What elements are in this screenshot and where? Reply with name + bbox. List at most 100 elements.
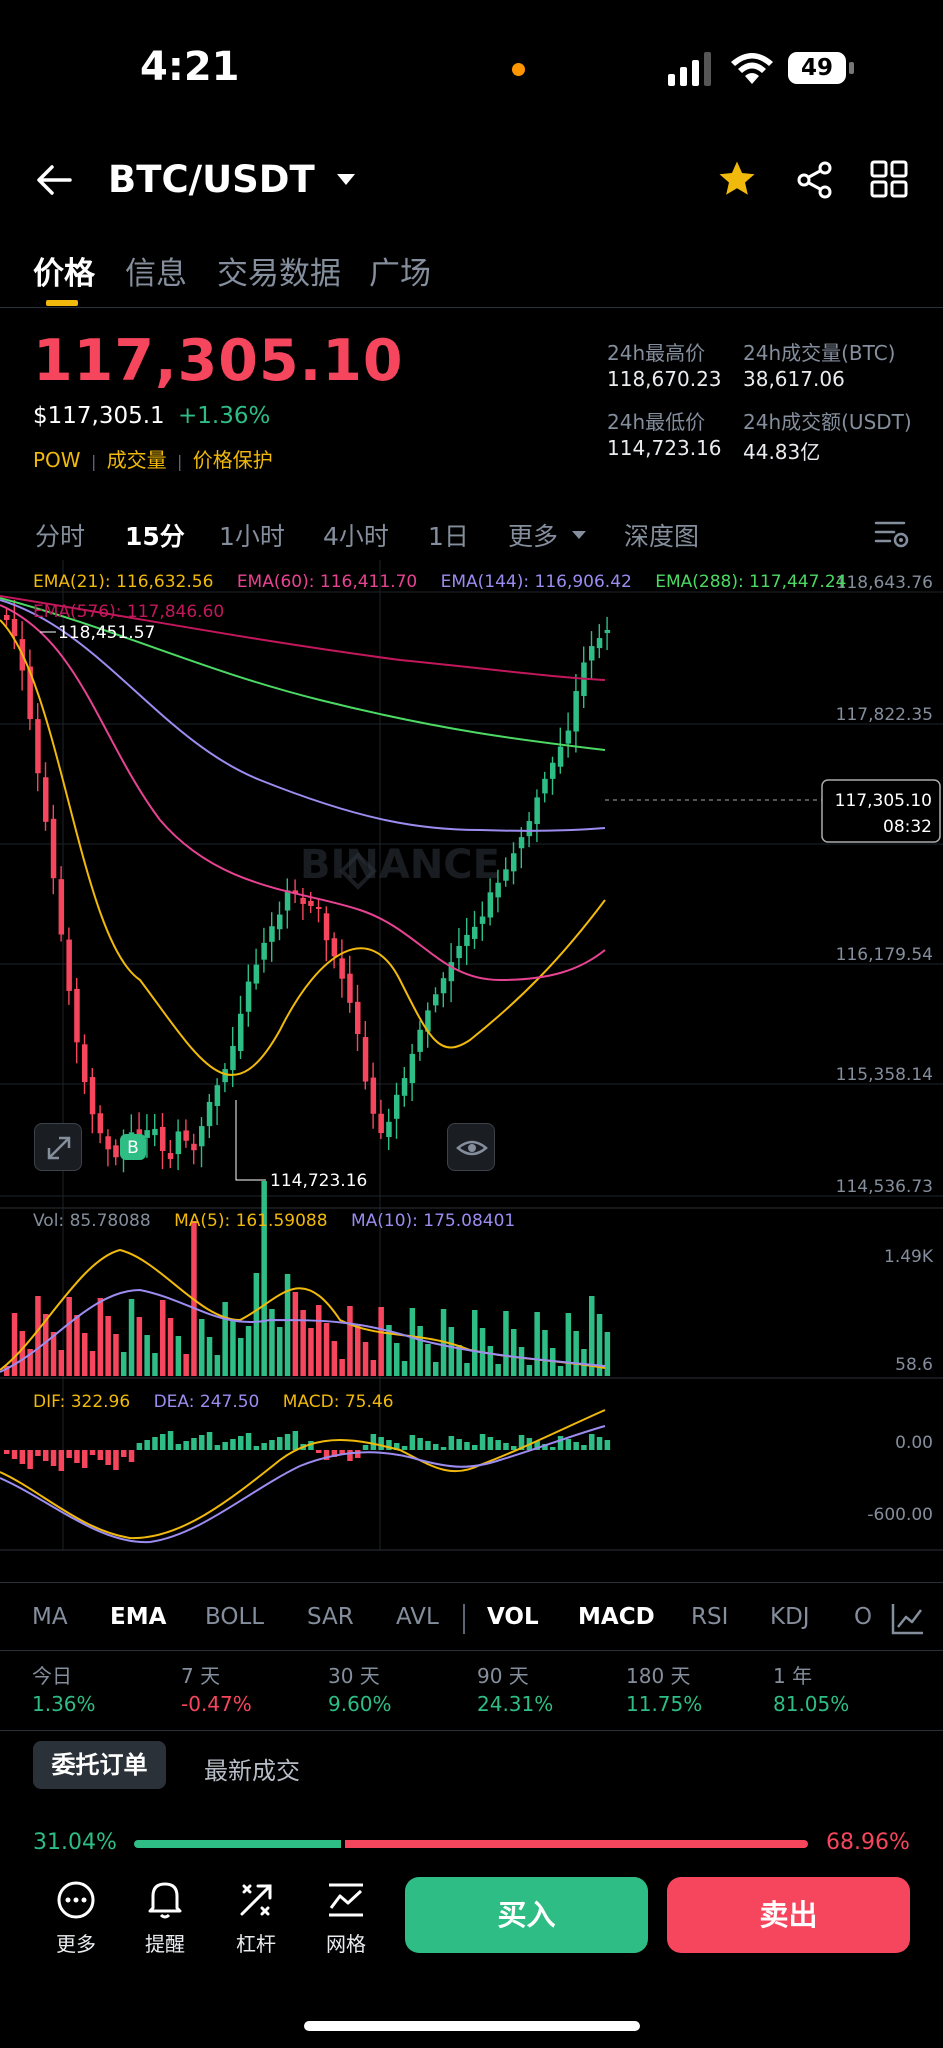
volume-bar <box>362 1342 369 1376</box>
volume-bar <box>43 1314 49 1376</box>
tag-price-protection[interactable]: 价格保护 <box>192 448 273 472</box>
macd-histogram-bar <box>487 1437 494 1450</box>
volume-bar <box>97 1298 104 1376</box>
volume-bar <box>175 1336 182 1376</box>
binance-watermark: BINANCE <box>300 842 500 888</box>
indicator-ma[interactable]: MA <box>32 1604 68 1630</box>
nav-alert-label[interactable]: 提醒 <box>145 1932 185 1956</box>
macd-histogram-bar <box>284 1434 291 1450</box>
nav-grid-label[interactable]: 网格 <box>326 1932 366 1956</box>
perf-value-30d: 9.60% <box>328 1692 392 1716</box>
tab-open-orders[interactable]: 委托订单 <box>33 1741 166 1789</box>
sell-ratio-fill <box>345 1840 808 1848</box>
indicator-kdj[interactable]: KDJ <box>770 1604 810 1630</box>
indicator-avl[interactable]: AVL <box>396 1604 439 1630</box>
tab-price[interactable]: 价格 <box>33 256 95 292</box>
chart-settings-icon[interactable] <box>874 518 910 550</box>
tab-open-orders-label: 委托订单 <box>51 1751 148 1779</box>
indicator-sar[interactable]: SAR <box>307 1604 354 1630</box>
fullscreen-button[interactable] <box>34 1123 82 1171</box>
nav-leverage-label[interactable]: 杠杆 <box>236 1932 276 1956</box>
candle-body <box>378 1113 384 1133</box>
indicator-ema[interactable]: EMA <box>110 1604 167 1630</box>
macd-histogram-bar <box>277 1437 283 1450</box>
current-price-label: 117,305.10 <box>835 791 932 811</box>
candle-body <box>394 1094 400 1119</box>
candle-body <box>503 869 509 881</box>
timeframe-1h[interactable]: 1小时 <box>219 522 285 551</box>
ema144-line <box>0 599 606 832</box>
volume-bar <box>35 1296 41 1376</box>
indicator-more[interactable]: O <box>854 1604 873 1630</box>
volume-bar <box>300 1310 306 1376</box>
status-time: 4:21 <box>140 44 240 90</box>
indicator-bar-divider-top <box>0 1582 943 1583</box>
volume-bar <box>4 1366 10 1376</box>
tag-volume[interactable]: 成交量 <box>106 448 167 472</box>
volume-bar <box>347 1306 353 1376</box>
macd-histogram-bar <box>199 1435 205 1450</box>
volume-bar <box>394 1343 400 1376</box>
candle-body <box>604 630 611 634</box>
timeframe-15m[interactable]: 15分 <box>125 522 185 551</box>
tab-square[interactable]: 广场 <box>369 256 431 292</box>
volume-bar <box>245 1326 252 1376</box>
grid-layout-icon[interactable] <box>870 160 908 198</box>
candle-body <box>448 962 455 982</box>
candle-body <box>230 1045 236 1071</box>
nav-more-label[interactable]: 更多 <box>56 1932 96 1956</box>
indicator-settings-icon[interactable] <box>890 1601 926 1637</box>
candle-body <box>589 646 595 661</box>
tag-pow[interactable]: POW <box>33 448 81 472</box>
indicator-rsi[interactable]: RSI <box>691 1604 729 1630</box>
macd-histogram-bar <box>66 1450 72 1458</box>
indicator-boll[interactable]: BOLL <box>205 1604 265 1630</box>
pair-selector[interactable]: BTC/USDT <box>108 156 361 202</box>
share-icon[interactable] <box>795 160 835 200</box>
candle-body <box>565 730 572 744</box>
high-label: 24h最高价 <box>607 341 706 365</box>
tab-info[interactable]: 信息 <box>125 256 187 292</box>
buy-ratio-fill <box>134 1840 342 1848</box>
timeframe-line[interactable]: 分时 <box>35 522 86 551</box>
depth-chart-tab[interactable]: 深度图 <box>624 522 700 551</box>
tab-latest-trades[interactable]: 最新成交 <box>204 1757 300 1785</box>
volume-bar <box>378 1307 384 1376</box>
sell-button[interactable]: 卖出 <box>667 1877 910 1953</box>
buy-button[interactable]: 买入 <box>405 1877 648 1953</box>
low-label: 24h最低价 <box>607 410 706 434</box>
timeframe-more[interactable]: 更多 <box>508 517 590 553</box>
perf-value-today: 1.36% <box>32 1692 96 1716</box>
candle-body <box>113 1145 119 1158</box>
battery-level: 49 <box>800 55 833 81</box>
indicator-separator <box>463 1604 465 1634</box>
bell-icon[interactable] <box>145 1878 185 1920</box>
leverage-icon[interactable] <box>236 1880 276 1920</box>
star-icon[interactable] <box>716 158 758 200</box>
candle-body <box>11 619 18 637</box>
ema21-line <box>0 619 606 1076</box>
binance-logo-icon <box>339 852 377 890</box>
macd-histogram-bar <box>206 1432 213 1450</box>
macd-histogram-bar <box>495 1440 501 1450</box>
ema60-label: EMA(60): 116,411.70 <box>236 572 418 592</box>
volume-bar <box>503 1311 509 1376</box>
ema60-line <box>0 604 606 982</box>
volume-bar <box>27 1349 33 1376</box>
visibility-button[interactable] <box>447 1123 495 1171</box>
indicator-macd[interactable]: MACD <box>578 1604 655 1630</box>
more-icon[interactable] <box>56 1880 96 1920</box>
ema144-label: EMA(144): 116,906.42 <box>440 572 632 592</box>
ema576-line <box>0 595 606 681</box>
macd-histogram-bar <box>19 1450 26 1464</box>
indicator-vol[interactable]: VOL <box>487 1604 539 1630</box>
macd-histogram-bar <box>472 1445 478 1450</box>
vol-btc-value: 38,617.06 <box>743 367 845 391</box>
back-arrow-icon[interactable] <box>34 160 74 200</box>
tab-trading-data[interactable]: 交易数据 <box>217 256 341 292</box>
price-chart[interactable]: 118,643.76117,822.35117,000.9116,179.541… <box>0 560 943 1560</box>
chart-overlay: 118,451.57 114,723.16 B 117,305.10 08:32 <box>40 623 941 1191</box>
timeframe-4h[interactable]: 4小时 <box>323 522 389 551</box>
grid-trading-icon[interactable] <box>326 1880 366 1920</box>
timeframe-1d[interactable]: 1日 <box>428 522 469 551</box>
